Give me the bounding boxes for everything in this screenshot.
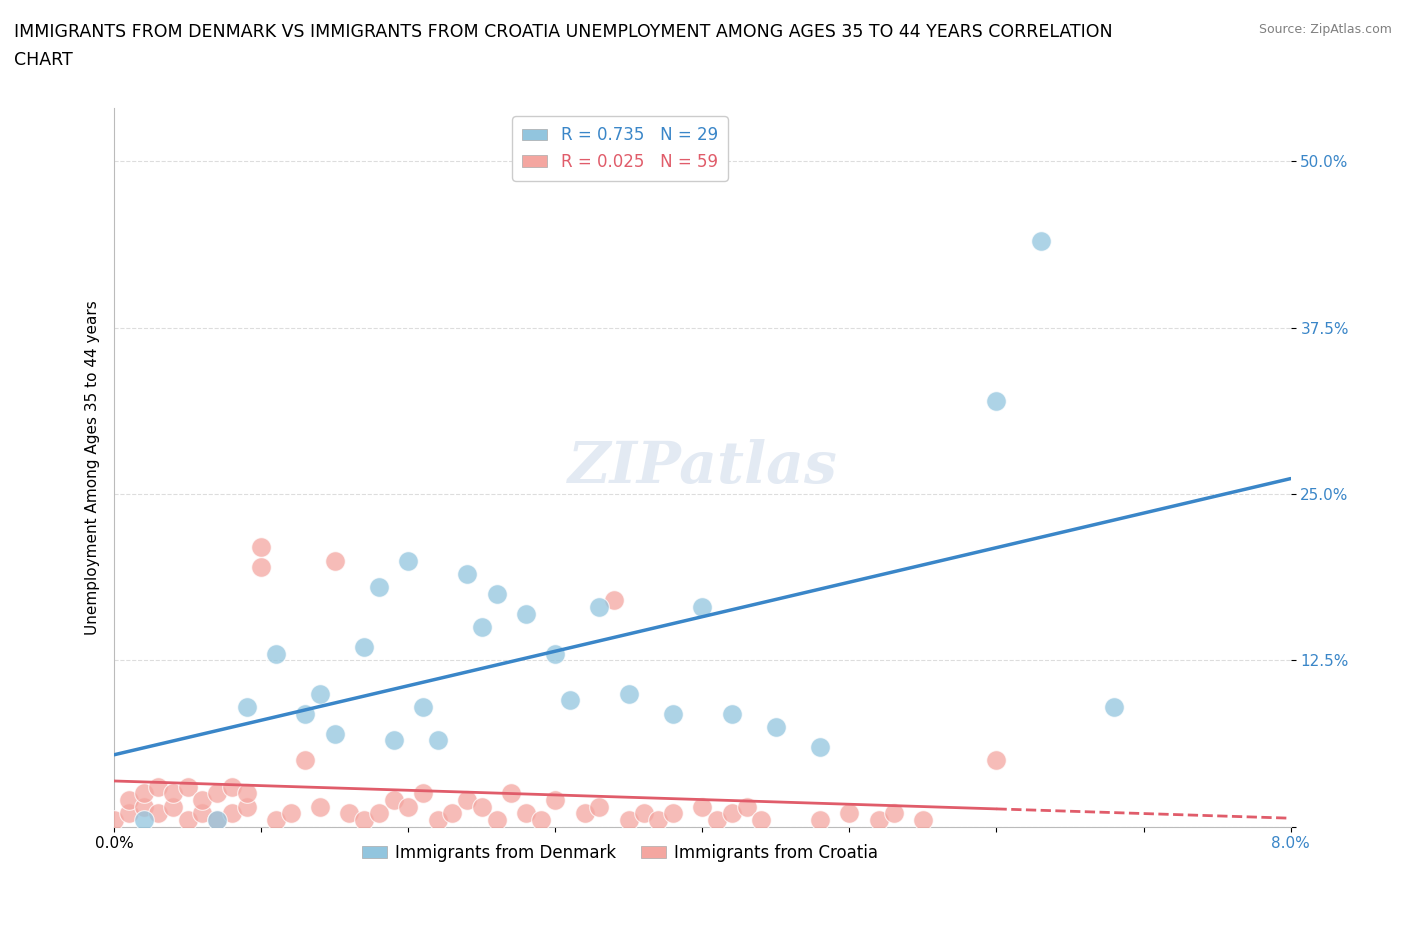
Point: [191, 806, 214, 821]
Point: [558, 693, 581, 708]
Point: [280, 806, 302, 821]
Point: [720, 706, 742, 721]
Point: [574, 806, 596, 821]
Point: [662, 706, 685, 721]
Text: ZIPatlas: ZIPatlas: [568, 439, 838, 496]
Point: [148, 806, 170, 821]
Point: [382, 733, 405, 748]
Point: [148, 779, 170, 794]
Point: [515, 606, 537, 621]
Point: [264, 813, 287, 828]
Point: [221, 779, 243, 794]
Point: [501, 786, 523, 801]
Point: [177, 779, 200, 794]
Point: [1102, 699, 1125, 714]
Point: [471, 799, 494, 814]
Point: [294, 706, 316, 721]
Text: CHART: CHART: [14, 51, 73, 69]
Point: [692, 799, 714, 814]
Point: [911, 813, 934, 828]
Point: [647, 813, 669, 828]
Point: [471, 619, 494, 634]
Point: [205, 813, 228, 828]
Point: [264, 646, 287, 661]
Point: [426, 733, 449, 748]
Point: [1029, 233, 1052, 248]
Point: [603, 593, 626, 608]
Point: [323, 553, 346, 568]
Point: [353, 640, 375, 655]
Point: [485, 813, 508, 828]
Point: [177, 813, 200, 828]
Point: [191, 792, 214, 807]
Point: [235, 799, 257, 814]
Point: [617, 813, 640, 828]
Point: [367, 579, 389, 594]
Point: [986, 393, 1008, 408]
Point: [588, 600, 610, 615]
Point: [530, 813, 553, 828]
Point: [323, 726, 346, 741]
Point: [235, 786, 257, 801]
Point: [883, 806, 905, 821]
Point: [838, 806, 860, 821]
Point: [396, 799, 419, 814]
Point: [162, 799, 184, 814]
Point: [706, 813, 728, 828]
Point: [205, 786, 228, 801]
Point: [662, 806, 685, 821]
Point: [588, 799, 610, 814]
Point: [339, 806, 361, 821]
Point: [162, 786, 184, 801]
Point: [441, 806, 464, 821]
Point: [382, 792, 405, 807]
Point: [205, 813, 228, 828]
Point: [765, 720, 787, 735]
Legend: Immigrants from Denmark, Immigrants from Croatia: Immigrants from Denmark, Immigrants from…: [354, 837, 886, 869]
Point: [412, 786, 434, 801]
Point: [118, 806, 141, 821]
Point: [426, 813, 449, 828]
Point: [544, 792, 567, 807]
Point: [808, 739, 831, 754]
Point: [132, 799, 155, 814]
Point: [118, 792, 141, 807]
Point: [456, 566, 478, 581]
Point: [294, 752, 316, 767]
Text: IMMIGRANTS FROM DENMARK VS IMMIGRANTS FROM CROATIA UNEMPLOYMENT AMONG AGES 35 TO: IMMIGRANTS FROM DENMARK VS IMMIGRANTS FR…: [14, 23, 1112, 41]
Point: [633, 806, 655, 821]
Point: [132, 813, 155, 828]
Point: [309, 686, 332, 701]
Point: [412, 699, 434, 714]
Point: [720, 806, 742, 821]
Point: [986, 752, 1008, 767]
Point: [250, 539, 273, 554]
Point: [808, 813, 831, 828]
Point: [132, 786, 155, 801]
Point: [735, 799, 758, 814]
Point: [692, 600, 714, 615]
Point: [250, 560, 273, 575]
Y-axis label: Unemployment Among Ages 35 to 44 years: Unemployment Among Ages 35 to 44 years: [86, 300, 100, 635]
Point: [235, 699, 257, 714]
Point: [367, 806, 389, 821]
Point: [544, 646, 567, 661]
Point: [485, 586, 508, 601]
Point: [221, 806, 243, 821]
Text: Source: ZipAtlas.com: Source: ZipAtlas.com: [1258, 23, 1392, 36]
Point: [103, 813, 125, 828]
Point: [868, 813, 890, 828]
Point: [309, 799, 332, 814]
Point: [515, 806, 537, 821]
Point: [749, 813, 772, 828]
Point: [617, 686, 640, 701]
Point: [456, 792, 478, 807]
Point: [353, 813, 375, 828]
Point: [396, 553, 419, 568]
